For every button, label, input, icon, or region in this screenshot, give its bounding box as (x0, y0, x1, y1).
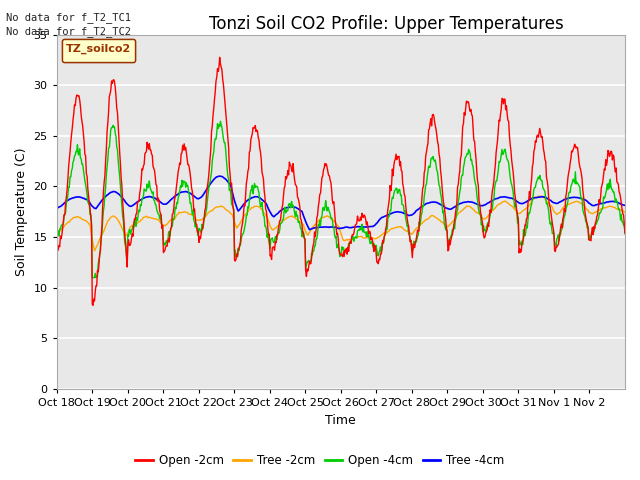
Tree -2cm (534, 193, 542, 199)
Open -2cm (621, 230, 629, 236)
X-axis label: Time: Time (326, 414, 356, 427)
Tree -2cm (253, 204, 260, 209)
Open -2cm (401, 193, 409, 199)
Open -4cm (253, 184, 261, 190)
Line: Tree -4cm: Tree -4cm (57, 176, 625, 229)
Open -4cm (433, 168, 441, 173)
Open -2cm (120, 221, 128, 227)
Tree -4cm (120, 196, 127, 202)
Line: Tree -2cm: Tree -2cm (57, 196, 625, 251)
Tree -4cm (275, 210, 282, 216)
Tree -2cm (401, 227, 408, 233)
Tree -4cm (215, 173, 223, 179)
Open -4cm (88, 275, 96, 280)
Open -2cm (53, 247, 61, 253)
Open -2cm (275, 222, 283, 228)
Tree -4cm (53, 205, 61, 211)
Tree -2cm (432, 215, 440, 221)
Open -4cm (621, 231, 629, 237)
Text: No data for f_T2_TC2: No data for f_T2_TC2 (6, 26, 131, 37)
Tree -4cm (621, 203, 629, 208)
Tree -4cm (225, 180, 232, 186)
Tree -2cm (91, 248, 99, 253)
Title: Tonzi Soil CO2 Profile: Upper Temperatures: Tonzi Soil CO2 Profile: Upper Temperatur… (209, 15, 564, 33)
Open -2cm (253, 128, 261, 134)
Line: Open -2cm: Open -2cm (57, 57, 625, 305)
Legend:  (61, 39, 134, 62)
Tree -2cm (53, 228, 61, 233)
Tree -2cm (621, 209, 629, 215)
Tree -4cm (433, 200, 441, 205)
Open -2cm (89, 302, 97, 308)
Open -2cm (433, 133, 441, 139)
Legend: Open -2cm, Tree -2cm, Open -4cm, Tree -4cm: Open -2cm, Tree -2cm, Open -4cm, Tree -4… (131, 449, 509, 472)
Tree -4cm (401, 211, 409, 216)
Tree -4cm (253, 194, 260, 200)
Tree -2cm (275, 223, 282, 228)
Line: Open -4cm: Open -4cm (57, 121, 625, 277)
Tree -4cm (305, 227, 313, 232)
Text: No data for f_T2_TC1: No data for f_T2_TC1 (6, 12, 131, 23)
Open -4cm (401, 208, 409, 214)
Open -4cm (120, 231, 128, 237)
Open -4cm (225, 187, 233, 193)
Tree -2cm (225, 208, 232, 214)
Open -4cm (53, 231, 61, 237)
Tree -2cm (120, 229, 128, 235)
Open -2cm (225, 163, 233, 169)
Y-axis label: Soil Temperature (C): Soil Temperature (C) (15, 147, 28, 276)
Open -2cm (216, 54, 223, 60)
Open -4cm (216, 119, 224, 124)
Open -4cm (275, 230, 283, 236)
